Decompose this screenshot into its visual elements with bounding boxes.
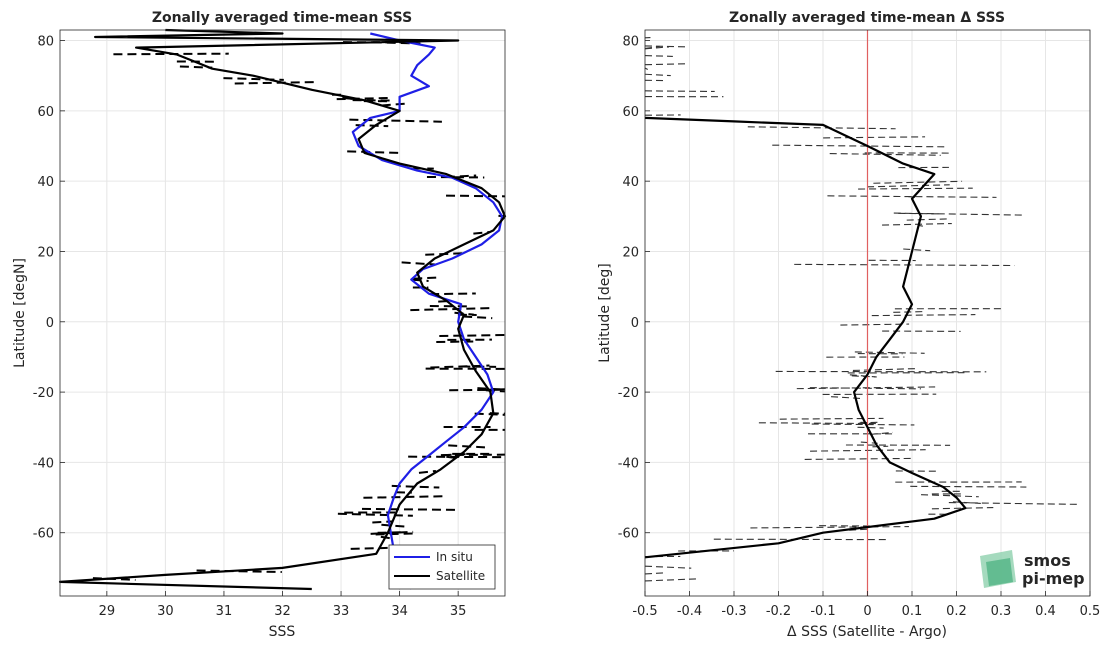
y-tick-label: 80 <box>37 35 54 50</box>
y-tick-label: -60 <box>33 527 54 542</box>
logo-mark-front <box>986 558 1013 586</box>
x-tick-label: 33 <box>333 604 350 619</box>
x-tick-label: 34 <box>391 604 408 619</box>
spread-line <box>446 196 505 197</box>
x-tick-label: -0.4 <box>677 604 702 619</box>
panel-sss: 29 30 31 32 33 34 35 80 60 40 20 0 -20 -40 -60 Zonall… <box>12 10 505 640</box>
spread-line <box>376 533 415 534</box>
y-tick-label: 20 <box>622 245 639 260</box>
y-tick-label: -40 <box>618 456 639 471</box>
x-tick-label: 0.2 <box>946 604 967 619</box>
y-tick-label: -40 <box>33 456 54 471</box>
y-axis-label: Latitude [degN] <box>12 258 28 368</box>
spread-line <box>759 423 879 424</box>
y-tick-label: 60 <box>37 105 54 120</box>
x-tick-label: -0.1 <box>810 604 835 619</box>
panel-delta-sss: -0.5 -0.4 -0.3 -0.2 -0.1 0 0.1 0.2 0.3 0.4 0.5 80 6… <box>597 10 1100 640</box>
y-tick-label: -60 <box>618 527 639 542</box>
spread-line <box>436 341 476 342</box>
x-tick-label: 0.5 <box>1080 604 1101 619</box>
x-tick-label: 0.1 <box>902 604 923 619</box>
y-tick-label: 0 <box>46 316 54 331</box>
y-tick-label: 40 <box>622 175 639 190</box>
y-axis-label: Latitude [deg] <box>597 263 613 362</box>
x-tick-label: 0.3 <box>991 604 1012 619</box>
x-axis-label: SSS <box>269 624 296 640</box>
chart-title: Zonally averaged time-mean Δ SSS <box>729 10 1005 26</box>
x-axis-label: Δ SSS (Satellite - Argo) <box>787 624 947 640</box>
logo-text-pi-mep: pi-mep <box>1022 569 1085 588</box>
x-tick-label: 30 <box>157 604 174 619</box>
legend: In situ Satellite <box>389 545 495 589</box>
y-tick-label: 80 <box>622 35 639 50</box>
x-tick-label: 35 <box>450 604 467 619</box>
chart-title: Zonally averaged time-mean SSS <box>152 10 412 26</box>
x-tick-label: 31 <box>216 604 233 619</box>
x-tick-label: 32 <box>274 604 291 619</box>
x-tick-label: -0.2 <box>766 604 791 619</box>
y-tick-label: -20 <box>618 386 639 401</box>
y-tick-label: -20 <box>33 386 54 401</box>
x-tick-label: -0.3 <box>721 604 746 619</box>
x-tick-label: -0.5 <box>632 604 657 619</box>
y-tick-label: 0 <box>631 316 639 331</box>
logo-text-smos: smos <box>1024 551 1071 570</box>
x-tick-label: 0.4 <box>1035 604 1056 619</box>
x-tick-label: 29 <box>99 604 116 619</box>
legend-label-satellite: Satellite <box>436 569 485 583</box>
legend-label-insitu: In situ <box>436 550 473 564</box>
y-tick-label: 40 <box>37 175 54 190</box>
spread-line <box>857 427 883 428</box>
x-tick-label: 0 <box>863 604 871 619</box>
smos-pi-mep-logo: smos pi-mep <box>980 550 1085 588</box>
y-tick-label: 60 <box>622 105 639 120</box>
y-tick-label: 20 <box>37 245 54 260</box>
